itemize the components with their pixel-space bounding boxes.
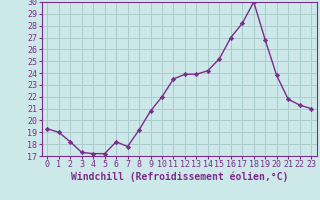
X-axis label: Windchill (Refroidissement éolien,°C): Windchill (Refroidissement éolien,°C) bbox=[70, 172, 288, 182]
